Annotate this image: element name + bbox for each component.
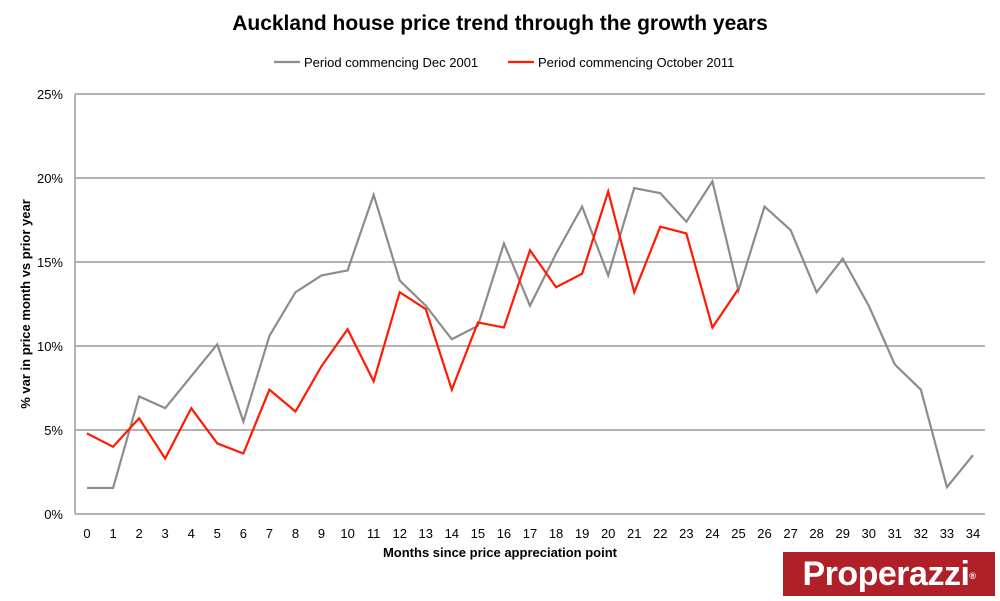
x-tick-label: 25: [731, 526, 745, 541]
x-axis-label: Months since price appreciation point: [383, 545, 618, 560]
x-tick-label: 7: [266, 526, 273, 541]
x-tick-label: 6: [240, 526, 247, 541]
y-axis-label: % var in price month vs prior year: [18, 199, 33, 409]
legend-label-0: Period commencing Dec 2001: [304, 55, 478, 70]
chart-title: Auckland house price trend through the g…: [232, 12, 768, 35]
x-tick-label: 10: [340, 526, 354, 541]
legend: Period commencing Dec 2001 Period commenc…: [274, 55, 734, 70]
x-tick-label: 32: [914, 526, 928, 541]
gridlines: [74, 93, 985, 515]
x-tick-label: 24: [705, 526, 719, 541]
y-axis-ticks: 0% 5% 10% 15% 20% 25%: [37, 87, 63, 522]
x-tick-label: 4: [188, 526, 195, 541]
series-line-0: [87, 178, 974, 490]
x-tick-label: 5: [214, 526, 221, 541]
y-tick-label: 10%: [37, 339, 63, 354]
x-tick-label: 16: [497, 526, 511, 541]
x-tick-label: 1: [109, 526, 116, 541]
x-tick-label: 30: [862, 526, 876, 541]
x-tick-label: 27: [783, 526, 797, 541]
y-tick-label: 5%: [44, 423, 63, 438]
x-tick-label: 0: [83, 526, 90, 541]
x-tick-label: 20: [601, 526, 615, 541]
x-tick-label: 14: [445, 526, 459, 541]
legend-label-1: Period commencing October 2011: [538, 55, 734, 70]
x-tick-label: 17: [523, 526, 537, 541]
x-tick-label: 28: [809, 526, 823, 541]
y-tick-label: 0%: [44, 507, 63, 522]
x-tick-label: 12: [392, 526, 406, 541]
y-tick-label: 25%: [37, 87, 63, 102]
x-tick-label: 22: [653, 526, 667, 541]
x-tick-label: 21: [627, 526, 641, 541]
x-tick-label: 31: [888, 526, 902, 541]
x-tick-label: 8: [292, 526, 299, 541]
x-tick-label: 29: [835, 526, 849, 541]
y-tick-label: 15%: [37, 255, 63, 270]
x-tick-label: 15: [471, 526, 485, 541]
x-axis-ticks: 0 1 2 3 4 5 6 7 8 9 10 11 12 13 14 15 16 17 18 19 20 21 22 23 24…: [83, 526, 980, 541]
x-tick-label: 18: [549, 526, 563, 541]
x-tick-label: 9: [318, 526, 325, 541]
x-tick-label: 34: [966, 526, 980, 541]
x-tick-label: 19: [575, 526, 589, 541]
x-tick-label: 23: [679, 526, 693, 541]
x-tick-label: 13: [419, 526, 433, 541]
x-tick-label: 33: [940, 526, 954, 541]
x-tick-label: 11: [367, 526, 381, 541]
x-tick-label: 3: [162, 526, 169, 541]
y-tick-label: 20%: [37, 171, 63, 186]
series-line-1: [86, 187, 740, 461]
x-tick-label: 26: [757, 526, 771, 541]
series-lines: [86, 178, 974, 490]
properazzi-logo: Properazzi®: [783, 552, 995, 596]
x-tick-label: 2: [136, 526, 143, 541]
